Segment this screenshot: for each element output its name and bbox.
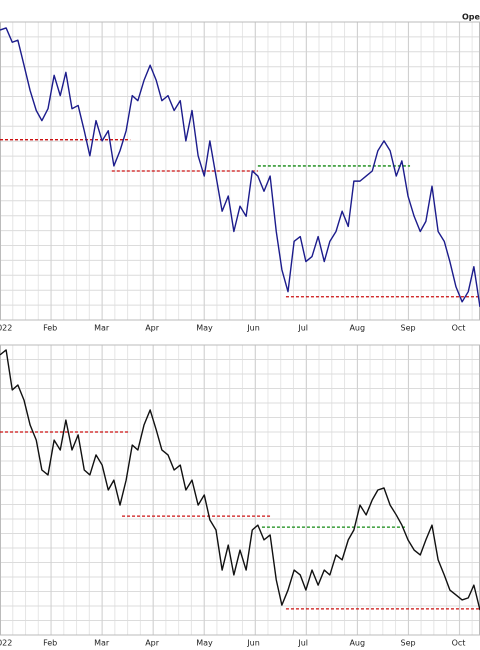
x-tick-label: Jun	[246, 639, 260, 648]
x-tick-label: Aug	[349, 639, 365, 648]
x-tick-label: Sep	[401, 324, 416, 333]
x-tick-label: Oct	[452, 639, 466, 648]
x-tick-label: May	[196, 639, 213, 648]
x-tick-label: May	[196, 324, 213, 333]
header-label: Ope	[462, 13, 480, 22]
x-tick-label: Jul	[297, 639, 308, 648]
price-line	[0, 349, 480, 611]
x-tick-label: Oct	[452, 324, 466, 333]
x-tick-label: Jul	[297, 324, 308, 333]
x-tick-label: Jun	[246, 324, 260, 333]
x-tick-label: Feb	[43, 639, 57, 648]
price-line	[0, 27, 480, 307]
x-tick-label: Mar	[94, 639, 110, 648]
x-tick-label: Apr	[145, 639, 160, 648]
x-tick-label: 2022	[0, 639, 12, 648]
x-tick-label: Mar	[94, 324, 110, 333]
x-tick-label: Apr	[145, 324, 160, 333]
x-tick-label: Aug	[349, 324, 365, 333]
x-tick-label: Feb	[43, 324, 57, 333]
x-tick-label: 2022	[0, 324, 12, 333]
x-tick-label: Sep	[401, 639, 416, 648]
